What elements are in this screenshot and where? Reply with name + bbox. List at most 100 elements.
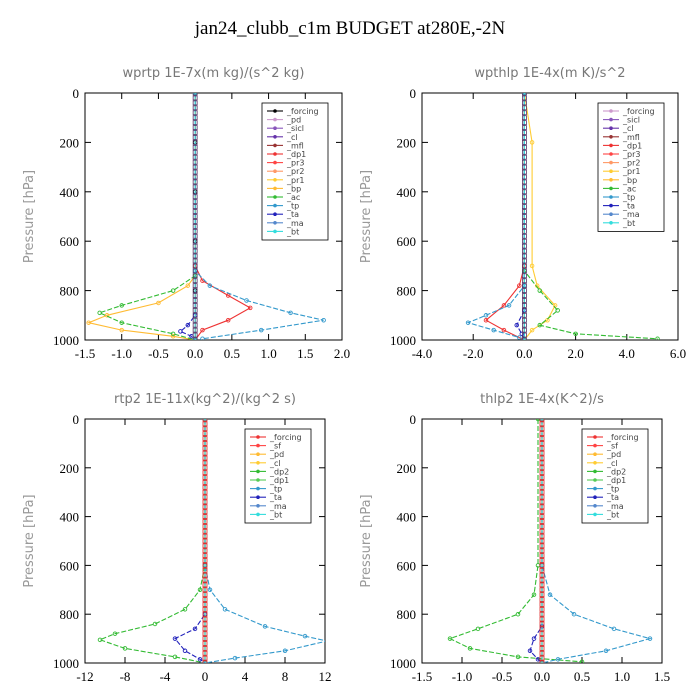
x-tick-label: -1.0 — [111, 346, 132, 361]
zero-profile-marker — [192, 248, 198, 254]
legend-marker — [609, 117, 613, 122]
y-tick-label: 1000 — [390, 656, 416, 671]
series-point — [447, 636, 453, 641]
zero-profile-marker — [202, 631, 208, 637]
zero-profile-marker — [202, 504, 208, 510]
zero-profile-marker — [202, 455, 208, 461]
series-point — [232, 655, 238, 661]
zero-profile-marker — [202, 563, 208, 568]
zero-profile-marker — [202, 592, 208, 598]
zero-profile-marker — [192, 194, 198, 200]
legend-label: _tp — [286, 202, 299, 211]
zero-profile-marker — [539, 587, 545, 593]
series-point — [501, 303, 507, 308]
zero-profile-marker — [192, 115, 198, 121]
zero-profile-marker — [539, 465, 545, 471]
zero-profile-marker — [192, 164, 198, 170]
zero-profile-marker — [192, 110, 198, 116]
zero-profile-marker — [522, 238, 527, 244]
y-tick-label: 200 — [397, 135, 417, 150]
zero-profile-marker — [192, 209, 198, 214]
zero-profile-marker — [539, 592, 545, 598]
series-point — [247, 305, 253, 311]
x-tick-label: 0.5 — [224, 346, 240, 361]
series-point — [172, 636, 178, 641]
x-tick-label: 6.0 — [670, 346, 686, 361]
legend-marker — [273, 117, 277, 122]
panel-title: rtp2 1E-11x(kg^2)/(kg^2 s) — [114, 392, 296, 407]
legend-marker — [593, 495, 597, 500]
series-point — [119, 327, 124, 333]
zero-profile-marker — [522, 110, 527, 116]
x-tick-label: 8 — [282, 669, 289, 684]
zero-profile-marker — [192, 169, 198, 175]
chart-panel-1: wprtp 1E-7x(m kg)/(s^2 kg) Pressure [hPa]… — [22, 66, 350, 361]
zero-profile-marker — [522, 144, 527, 150]
zero-profile-marker — [202, 602, 208, 607]
zero-profile-marker — [202, 426, 208, 432]
zero-profile-marker — [539, 470, 545, 476]
zero-profile-marker — [192, 298, 198, 303]
zero-profile-marker — [539, 533, 545, 539]
legend-marker — [593, 461, 597, 465]
series-point — [491, 327, 496, 333]
zero-profile-marker — [522, 223, 527, 229]
zero-profile-marker — [192, 95, 198, 101]
zero-profile-marker — [522, 258, 527, 264]
zero-profile-marker — [522, 154, 527, 160]
zero-profile-marker — [192, 243, 198, 249]
zero-profile-marker — [522, 337, 527, 340]
zero-profile-marker — [522, 263, 527, 269]
series-point — [547, 592, 553, 597]
x-tick-label: 2.0 — [567, 346, 583, 361]
x-tick-label: -0.5 — [492, 669, 513, 684]
y-tick-label: 600 — [397, 558, 417, 573]
zero-profile-marker — [202, 419, 208, 422]
series-point — [655, 336, 660, 340]
y-tick-label: 0 — [410, 412, 417, 427]
legend-marker — [273, 109, 277, 113]
legend-marker — [273, 160, 277, 165]
zero-profile-marker — [192, 317, 198, 323]
series-point — [579, 659, 585, 663]
legend-label: _mfl — [286, 141, 304, 150]
zero-profile-marker — [522, 228, 527, 234]
zero-profile-marker — [539, 567, 545, 573]
zero-profile-marker — [202, 509, 208, 515]
legend-label: _bp — [286, 184, 301, 193]
plot-frame — [421, 92, 679, 341]
zero-profile-marker — [192, 253, 198, 259]
legend-label: _bp — [622, 176, 637, 185]
zero-profile-marker — [202, 514, 208, 519]
series-point — [192, 626, 198, 632]
series-point — [519, 331, 525, 337]
zero-profile-marker — [539, 660, 545, 663]
zero-profile-marker — [539, 480, 545, 485]
series-point — [244, 298, 249, 303]
zero-profile-marker — [202, 519, 208, 524]
zero-profile-marker — [522, 312, 527, 318]
zero-profile-marker — [192, 219, 198, 224]
y-axis-label: Pressure [hPa] — [359, 494, 374, 587]
zero-profile-marker — [522, 209, 527, 214]
series-point — [200, 327, 205, 333]
series-line-tp — [466, 93, 525, 339]
y-axis-label: Pressure [hPa] — [22, 494, 37, 587]
zero-profile-marker — [192, 307, 198, 313]
plot-frame — [84, 92, 343, 341]
zero-profile-marker — [192, 228, 198, 234]
zero-profile-marker — [522, 332, 527, 338]
series-point — [207, 283, 213, 288]
series-point — [467, 646, 473, 651]
legend-marker — [593, 486, 597, 491]
zero-profile-marker — [539, 523, 545, 529]
legend-marker — [256, 469, 260, 474]
legend-label: _pr1 — [622, 167, 640, 176]
legend-label: _mfl — [622, 133, 640, 142]
series-point — [119, 303, 124, 308]
zero-profile-marker — [192, 174, 198, 180]
series-point — [97, 310, 102, 316]
legend-label: _ma — [269, 502, 287, 511]
series-point — [170, 334, 176, 339]
legend-label: _ta — [606, 493, 619, 502]
